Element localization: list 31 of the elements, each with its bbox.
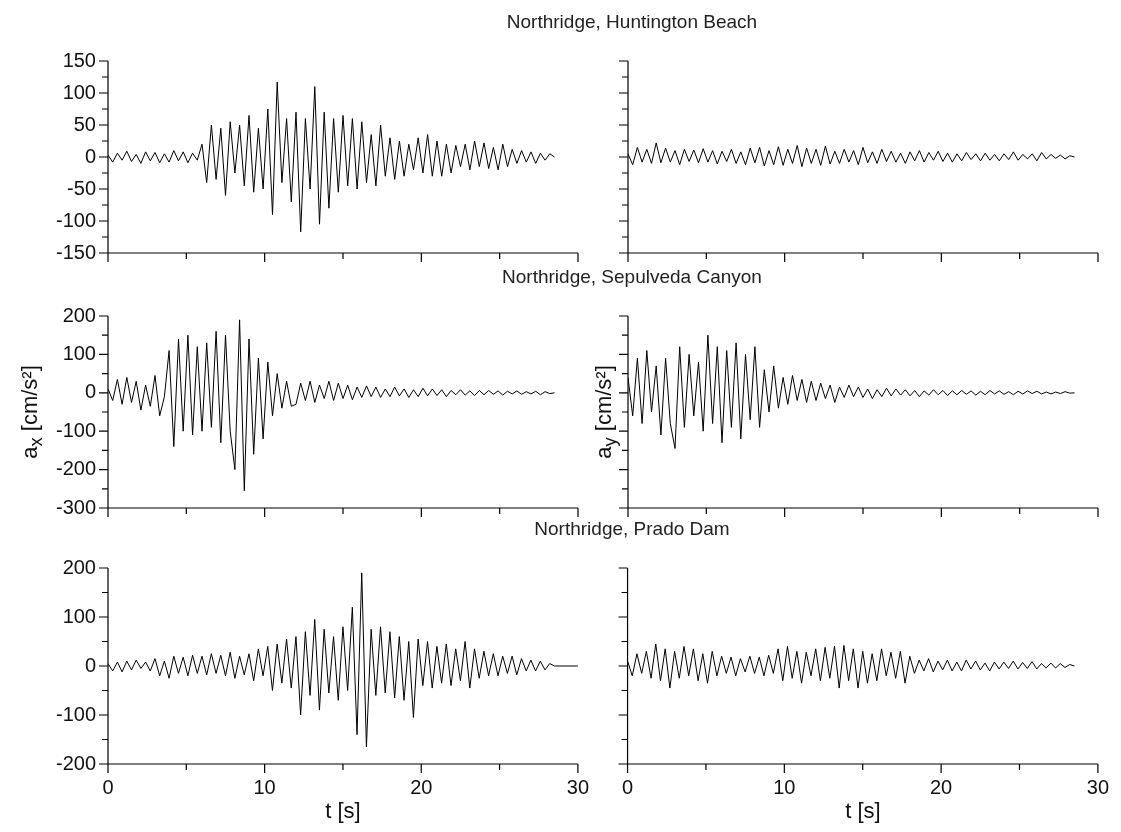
y-tick-label: -50 <box>67 176 96 199</box>
text: Northridge, Sepulveda Canyon <box>502 266 762 288</box>
y-tick-label: -100 <box>55 208 96 231</box>
y-tick-label: 150 <box>62 48 96 71</box>
x-axis-title: t [s] <box>845 798 881 824</box>
x-tick-label: 20 <box>410 775 433 798</box>
x-axis-title: t [s] <box>325 798 361 824</box>
x-tick-label: 30 <box>566 775 589 798</box>
x-tick-label: 30 <box>1087 775 1110 798</box>
y-tick-label: 100 <box>62 604 96 627</box>
x-tick-label: 10 <box>773 775 796 798</box>
y-tick-label: 50 <box>73 112 96 135</box>
y-tick-label: 100 <box>62 341 96 364</box>
y-tick-label: -100 <box>55 418 96 441</box>
text: Northridge, Prado Dam <box>534 518 730 540</box>
y-tick-label: 0 <box>84 144 96 167</box>
y-tick-label: -200 <box>55 751 96 774</box>
y-tick-label: 100 <box>62 80 96 103</box>
y-tick-label: 0 <box>84 380 96 403</box>
y-tick-label: 200 <box>62 303 96 326</box>
text: Northridge, Huntington Beach <box>506 11 758 33</box>
y-tick-label: -200 <box>55 457 96 480</box>
x-tick-label: 10 <box>253 775 276 798</box>
y-tick-label: 200 <box>62 555 96 578</box>
y-tick-label: -100 <box>55 702 96 725</box>
y-tick-label: -150 <box>55 240 96 263</box>
y-tick-label: -300 <box>55 495 96 518</box>
x-tick-label: 20 <box>930 775 953 798</box>
x-tick-label: 0 <box>622 775 634 798</box>
x-tick-label: 0 <box>102 775 114 798</box>
y-tick-label: 0 <box>84 653 96 676</box>
